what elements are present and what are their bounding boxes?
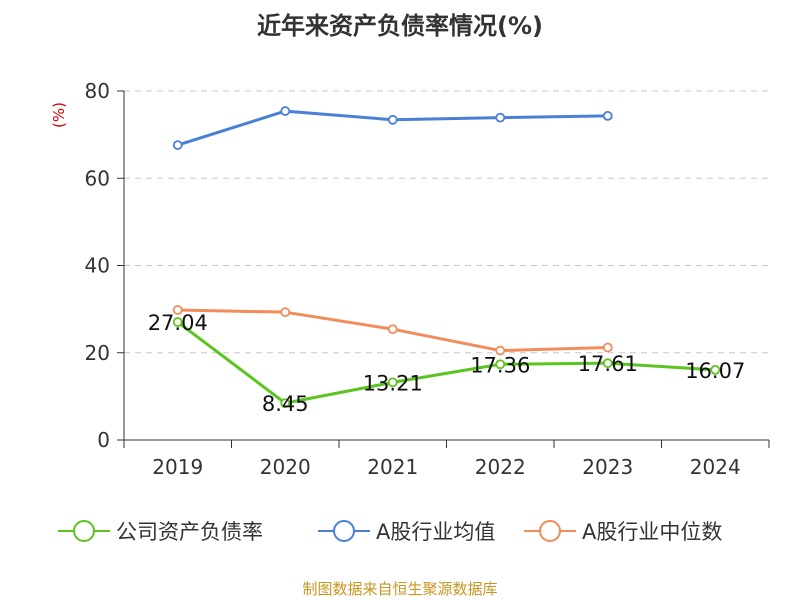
legend: 公司资产负债率 A股行业均值 A股行业中位数 xyxy=(0,516,800,556)
data-labels: 27.04 8.45 13.21 17.36 17.61 16.07 xyxy=(148,311,746,416)
data-label: 8.45 xyxy=(262,392,309,416)
series-point-0 xyxy=(495,359,506,370)
data-label: 16.07 xyxy=(685,359,745,383)
legend-item-industry-mean[interactable]: A股行业均值 xyxy=(318,516,495,546)
legend-swatch-industry-mean xyxy=(318,520,370,542)
x-tick-label: 2022 xyxy=(475,455,526,479)
legend-item-company[interactable]: 公司资产负债率 xyxy=(58,516,263,546)
series-point-1 xyxy=(280,106,291,116)
series-point-0 xyxy=(602,358,613,369)
x-tick-label: 2024 xyxy=(690,455,741,479)
chart-title: 近年来资产负债率情况(%) xyxy=(257,12,543,40)
series-point-1 xyxy=(602,110,613,121)
y-tick-label: 20 xyxy=(85,341,110,365)
x-tick-label: 2021 xyxy=(367,455,418,479)
data-label: 17.61 xyxy=(578,352,638,376)
series-point-1 xyxy=(495,112,506,123)
legend-label-industry-median: A股行业中位数 xyxy=(582,520,723,544)
series-point-0 xyxy=(710,364,721,375)
x-tick-label: 2019 xyxy=(152,455,203,479)
y-ticks: 0 20 40 60 80 xyxy=(85,79,124,452)
series-point-2 xyxy=(280,307,291,318)
series-point-1 xyxy=(172,140,183,150)
data-label: 13.21 xyxy=(363,371,423,395)
y-tick-label: 60 xyxy=(85,166,110,190)
series-line-0 xyxy=(176,320,716,405)
legend-swatch-company xyxy=(58,520,110,542)
series-point-2 xyxy=(172,305,183,315)
legend-label-company: 公司资产负债率 xyxy=(116,520,263,544)
series-point-2 xyxy=(602,342,613,353)
series-point-2 xyxy=(387,324,398,335)
series-point-1 xyxy=(387,114,398,125)
series-group xyxy=(172,106,721,409)
x-tick-label: 2023 xyxy=(582,455,633,479)
y-tick-label: 80 xyxy=(85,79,110,103)
y-tick-label: 0 xyxy=(97,428,110,452)
x-tick-label: 2020 xyxy=(260,455,311,479)
legend-swatch-industry-median xyxy=(524,520,576,542)
source-note: 制图数据来自恒生聚源数据库 xyxy=(302,580,498,598)
series-point-0 xyxy=(280,398,291,409)
legend-item-industry-median[interactable]: A股行业中位数 xyxy=(524,516,722,546)
data-label: 17.36 xyxy=(470,353,530,377)
series-point-2 xyxy=(495,345,506,356)
series-point-0 xyxy=(172,317,183,327)
grid-lines xyxy=(124,90,769,354)
y-tick-label: 40 xyxy=(85,254,110,278)
legend-label-industry-mean: A股行业均值 xyxy=(376,520,496,544)
data-label: 27.04 xyxy=(148,311,208,335)
x-ticks: 2019 2020 2021 2022 2023 2024 xyxy=(123,440,770,479)
series-point-0 xyxy=(387,377,398,388)
